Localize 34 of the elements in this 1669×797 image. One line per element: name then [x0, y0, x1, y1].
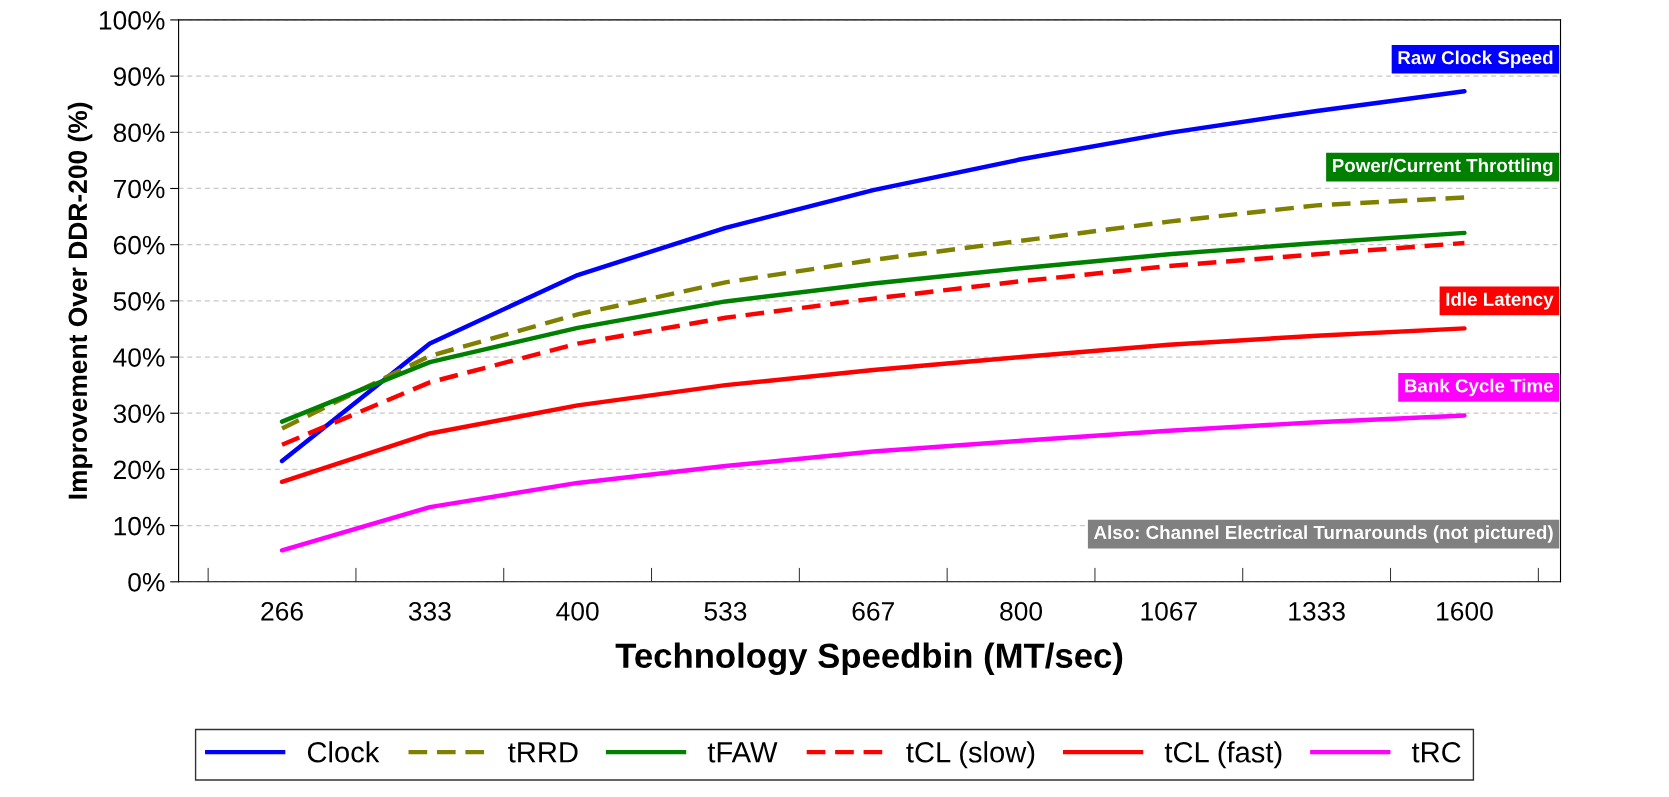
line-series	[279, 413, 1467, 553]
legend-label: Clock	[307, 741, 380, 763]
x-tick-label: 266	[261, 601, 303, 621]
annotation: Also: Channel Electrical Turnarounds (not pictured)	[1093, 525, 1553, 543]
y-axis-title: Improvement Over DDR-200 (%)	[67, 102, 93, 499]
legend-label: tRRD	[508, 742, 578, 763]
x-tick-label: 667	[852, 601, 894, 621]
x-tick-label: 333	[408, 601, 451, 621]
legend-label: tFAW	[707, 742, 778, 763]
x-tick-label: 1333	[1289, 601, 1345, 621]
x-tick-label: 800	[1000, 601, 1043, 621]
x-axis-title: Technology Speedbin (MT/sec)	[615, 642, 1123, 676]
x-tick-label: 400	[556, 601, 599, 621]
x-tick-label: 1067	[1141, 601, 1197, 621]
y-tick-label: 70%	[113, 179, 165, 199]
y-tick-label: 0%	[128, 572, 165, 592]
y-tick-label: 100%	[99, 11, 165, 30]
y-tick-label: 80%	[113, 123, 165, 143]
y-tick-label: 50%	[113, 292, 165, 311]
y-tick-label: 90%	[113, 67, 165, 86]
legend-label: tCL (fast)	[1164, 741, 1282, 769]
y-tick-label: 10%	[114, 516, 165, 536]
annotation: Power/Current Throttling	[1333, 158, 1553, 176]
annotation: Idle Latency	[1446, 292, 1554, 310]
annotation: Bank Cycle Time	[1405, 378, 1553, 397]
annotation: Raw Clock Speed	[1398, 50, 1553, 68]
legend-label: tRC	[1411, 741, 1461, 763]
x-tick-label: 1600	[1437, 601, 1493, 621]
x-tick-label: 533	[704, 601, 747, 621]
y-tick-label: 30%	[113, 404, 165, 424]
y-tick-label: 20%	[113, 460, 165, 480]
legend-label: tCL (slow)	[906, 741, 1035, 769]
y-tick-label: 40%	[113, 348, 165, 367]
y-tick-label: 60%	[113, 235, 165, 255]
